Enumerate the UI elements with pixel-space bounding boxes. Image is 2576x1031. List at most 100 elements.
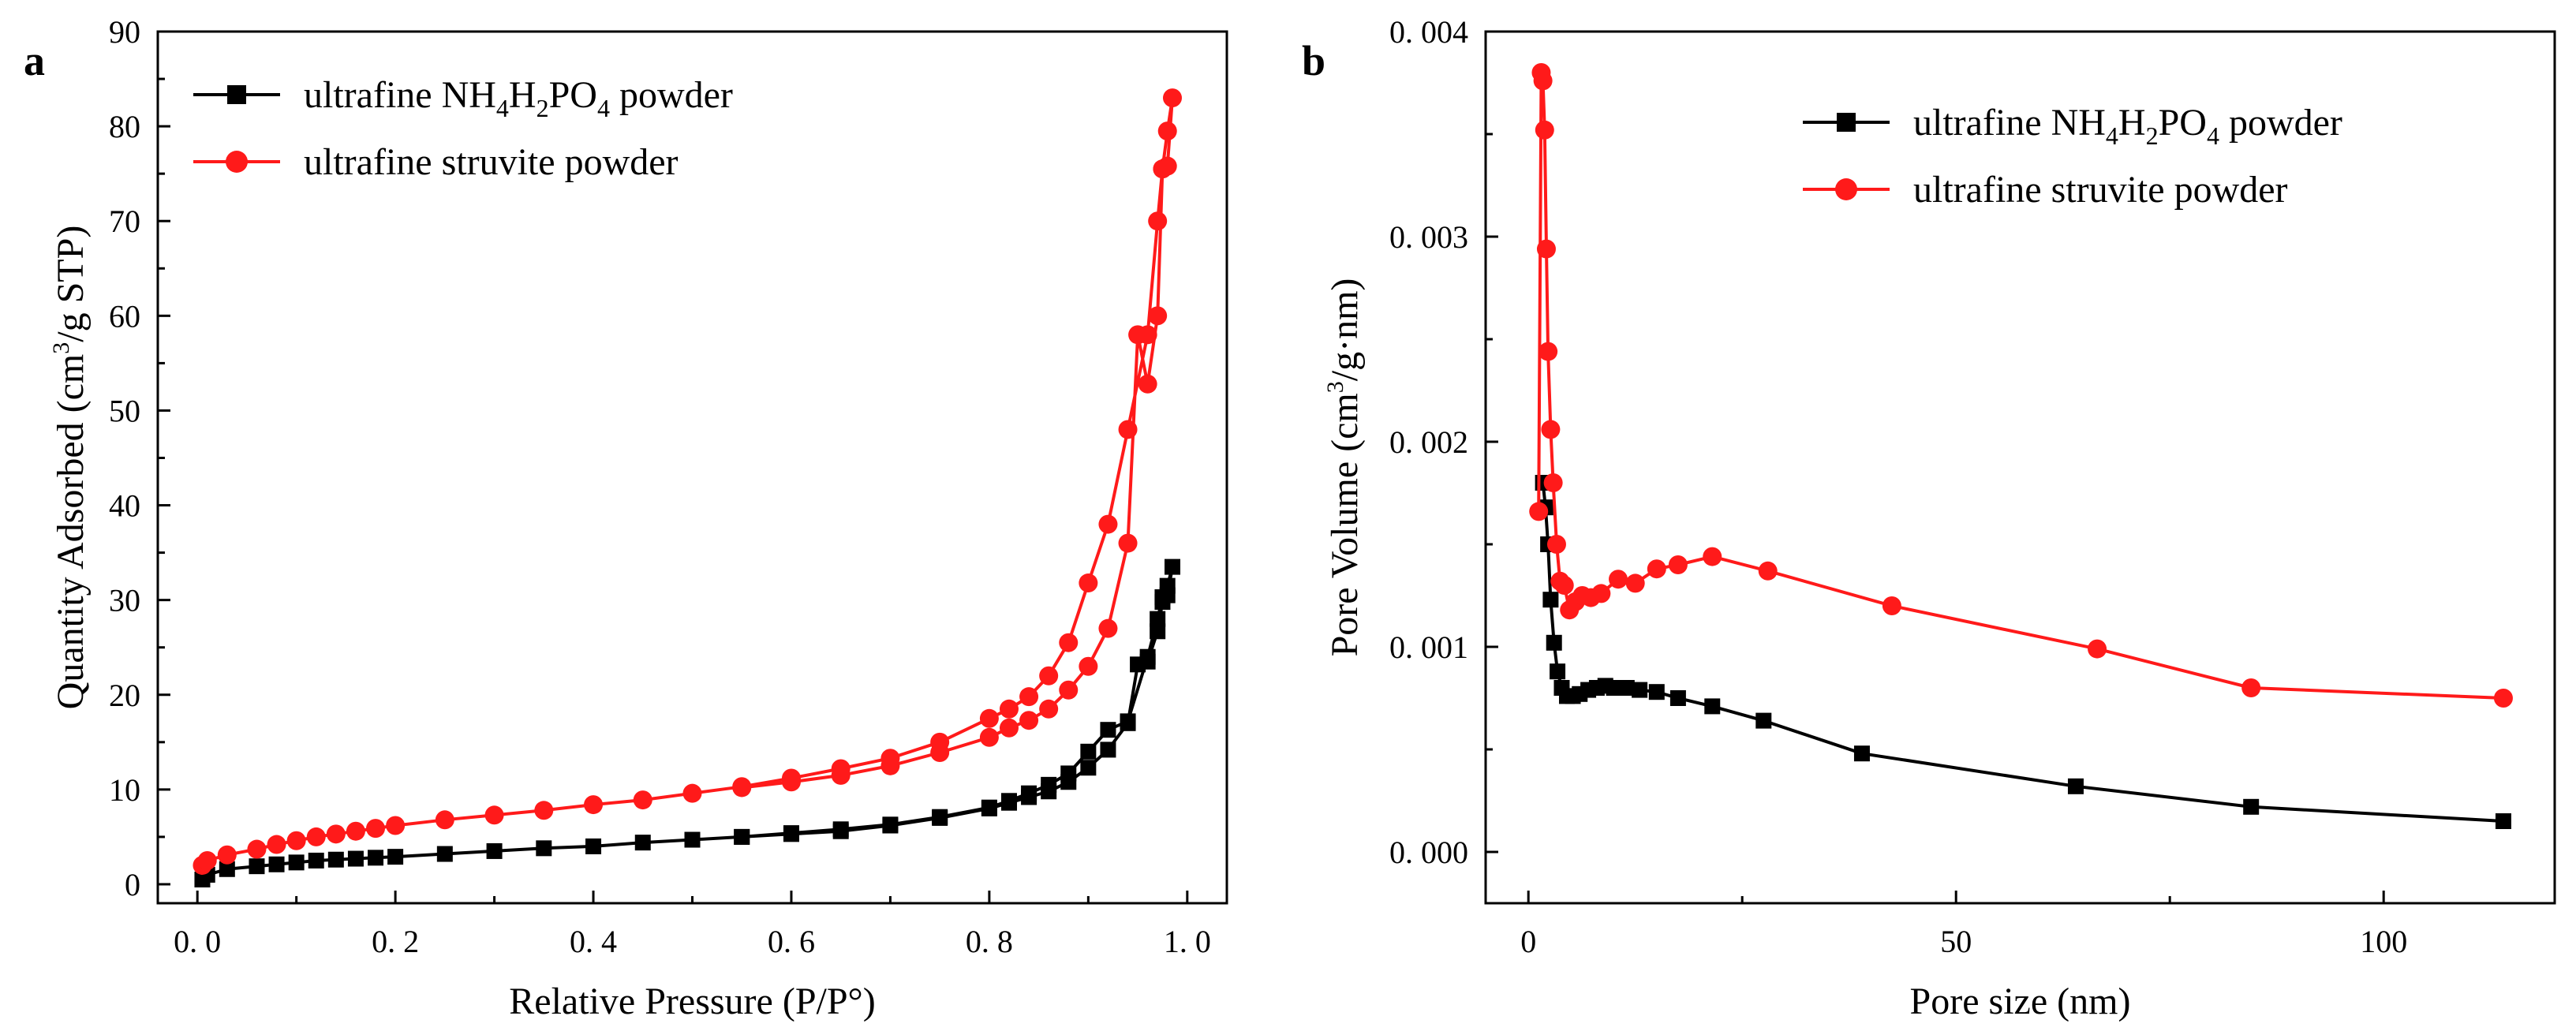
data-point	[1618, 680, 1635, 696]
data-point	[1542, 592, 1559, 608]
series-line	[201, 96, 1174, 867]
series-line	[1541, 482, 2504, 823]
data-point	[584, 795, 604, 815]
data-point	[1536, 239, 1556, 259]
data-point	[734, 828, 750, 845]
data-point	[1538, 342, 1558, 361]
data-point	[286, 831, 306, 850]
data-point	[1546, 634, 1562, 651]
data-point	[932, 809, 948, 826]
data-point	[832, 823, 849, 839]
y-tick-label: 40	[109, 488, 140, 524]
legend-entry: ultrafine NH4H2PO4 powder	[1803, 102, 2342, 150]
data-point	[1550, 663, 1566, 680]
x-tick-label: 0. 6	[768, 924, 815, 959]
data-point	[1153, 159, 1172, 179]
y-tick-label: 0. 004	[1389, 14, 1468, 50]
data-point	[1118, 420, 1138, 439]
data-point	[999, 699, 1019, 719]
data-point	[2088, 639, 2107, 659]
legend-label: ultrafine NH4H2PO4 powder	[304, 74, 733, 122]
y-tick-label: 20	[109, 678, 140, 713]
y-tick-label: 60	[109, 298, 140, 334]
plot-frame	[1484, 30, 2556, 905]
legend-label: ultrafine struvite powder	[1913, 169, 2288, 211]
panel-label: b	[1302, 37, 1325, 84]
data-point	[1647, 559, 1666, 579]
data-point	[306, 827, 326, 846]
legend-marker	[227, 85, 246, 104]
chart-panel-b: b 0. 000 0. 001 0. 002 0. 003 0. 004 0 50 100 Por…	[1302, 14, 2556, 1022]
data-point	[1758, 561, 1778, 581]
data-point	[1080, 760, 1097, 776]
y-tick-label: 50	[109, 393, 140, 428]
data-point	[484, 805, 504, 825]
data-point	[634, 835, 651, 851]
data-point	[999, 718, 1019, 738]
data-point	[247, 839, 267, 859]
data-point	[1609, 570, 1628, 589]
x-tick-label: 0. 0	[174, 924, 221, 959]
data-point	[1148, 211, 1168, 231]
data-point	[486, 842, 503, 859]
data-point	[1128, 325, 1148, 345]
data-point	[368, 850, 384, 866]
data-point	[1130, 656, 1146, 673]
y-tick-label: 0. 001	[1389, 629, 1468, 665]
data-point	[1606, 680, 1622, 696]
chart-panel-a: a 0 10 20 30 40 50 60 70 80 90 0. 0 0. 2 0. 4 0. 6 0. 8…	[24, 14, 1228, 1022]
data-point	[1546, 535, 1566, 554]
data-point	[288, 854, 305, 871]
data-point	[1703, 547, 1722, 566]
data-point	[1060, 774, 1077, 790]
series-black-squares	[194, 558, 1180, 887]
data-point	[1039, 666, 1059, 685]
panel-label: a	[24, 37, 45, 84]
data-point	[981, 800, 997, 816]
data-point	[327, 851, 344, 868]
legend-entry: ultrafine NH4H2PO4 powder	[193, 74, 733, 122]
series-red-circles	[1529, 63, 2513, 708]
data-point	[386, 816, 406, 835]
data-point	[1138, 374, 1157, 394]
legend-marker	[1835, 178, 1857, 200]
data-point	[732, 778, 752, 798]
legend-marker	[226, 151, 248, 173]
data-point	[308, 852, 324, 869]
x-axis-title: Pore size (nm)	[1910, 981, 2131, 1022]
data-point	[366, 819, 386, 839]
y-axis-title: Quantity Adsorbed (cm3/g STP)	[48, 226, 92, 710]
legend-entry: ultrafine struvite powder	[193, 141, 679, 183]
data-point	[387, 849, 404, 865]
data-point	[1157, 121, 1177, 141]
data-point	[979, 708, 999, 728]
data-point	[219, 861, 235, 877]
data-point	[684, 831, 701, 848]
data-point	[1019, 687, 1039, 707]
data-point	[633, 790, 652, 810]
x-tick-label: 0. 2	[372, 924, 419, 959]
data-point	[2495, 813, 2511, 829]
data-point	[326, 824, 346, 844]
y-tick-label: 10	[109, 772, 140, 808]
data-point	[682, 783, 702, 803]
series-line	[1537, 71, 2504, 700]
x-tick-label: 0. 4	[570, 924, 617, 959]
legend-label: ultrafine NH4H2PO4 powder	[1913, 102, 2342, 150]
data-point	[2067, 778, 2084, 794]
data-point	[1120, 715, 1136, 731]
data-point	[1150, 611, 1166, 627]
data-point	[1148, 306, 1168, 326]
data-point	[436, 846, 453, 862]
series-black-squares	[1535, 475, 2511, 829]
data-point	[1625, 573, 1645, 593]
data-point	[1079, 573, 1098, 593]
data-point	[217, 845, 237, 865]
data-point	[346, 821, 365, 841]
x-tick-label: 0. 8	[966, 924, 1013, 959]
data-point	[1019, 711, 1039, 730]
data-point	[197, 850, 217, 870]
data-point	[1529, 502, 1549, 521]
data-point	[831, 765, 851, 785]
series-red-circles	[193, 88, 1182, 875]
